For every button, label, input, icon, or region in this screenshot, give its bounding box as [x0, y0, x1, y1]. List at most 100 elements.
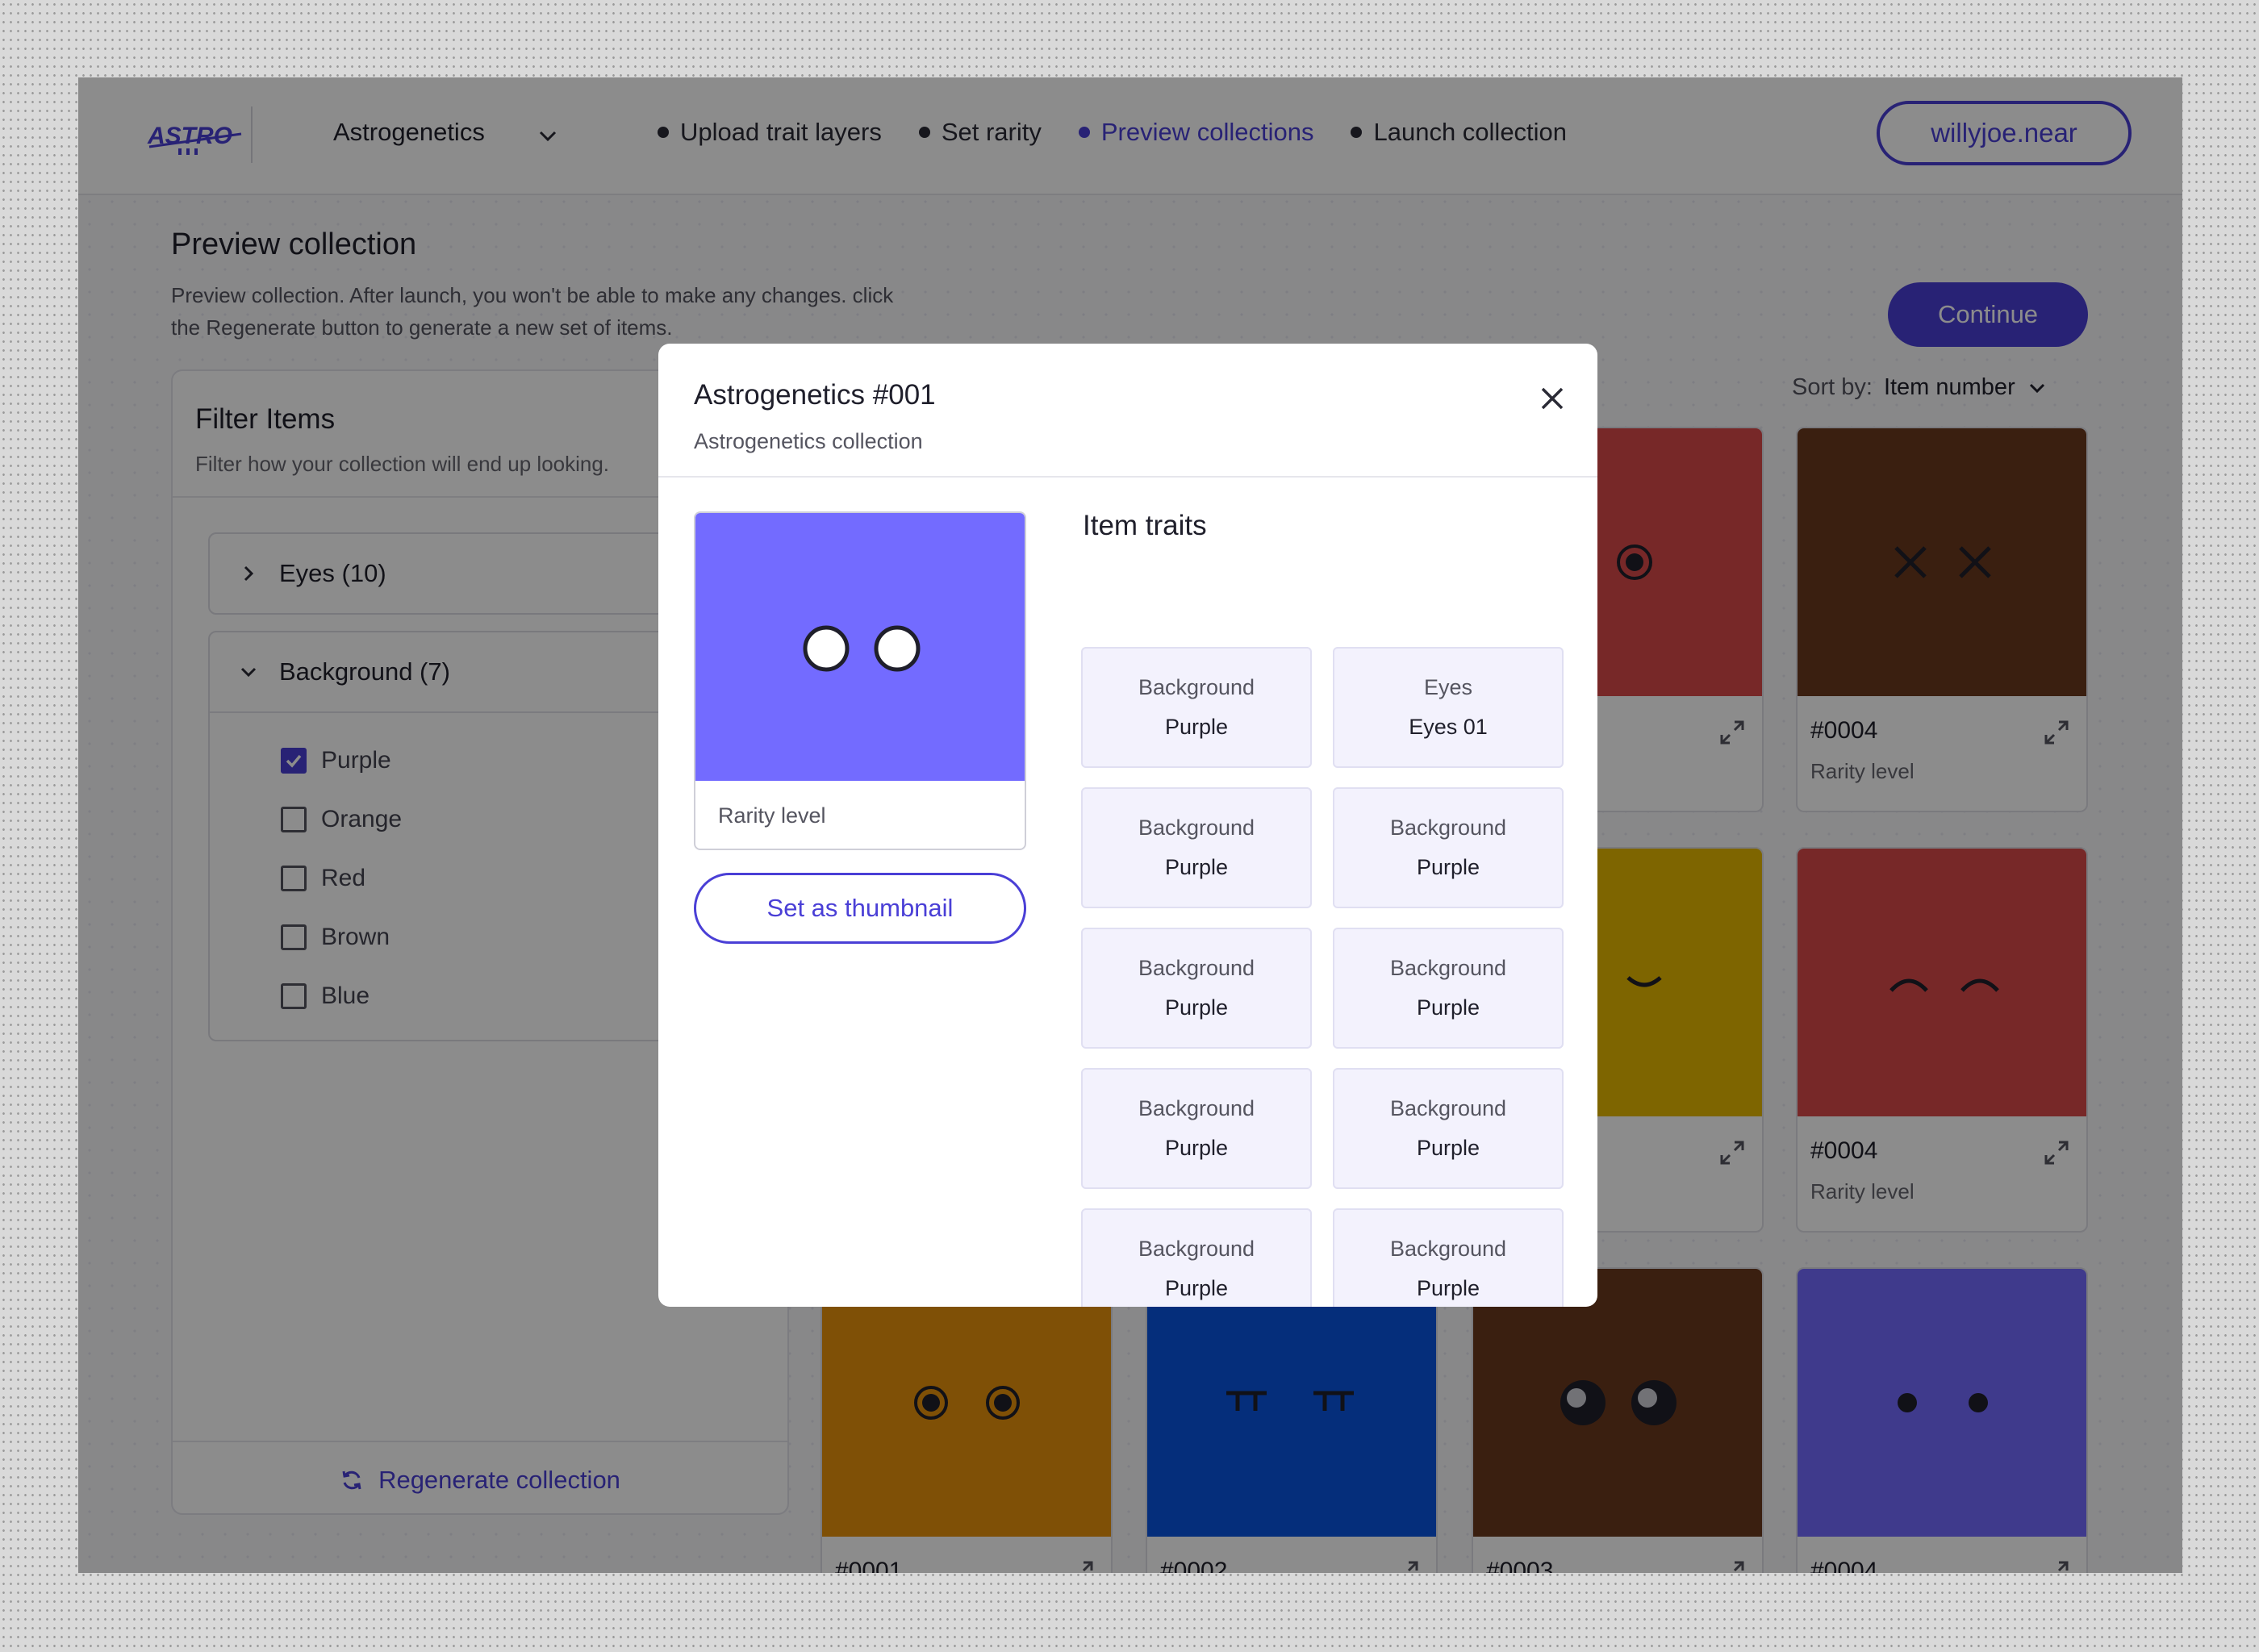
logo-divider: [251, 106, 253, 163]
filter-group-label: Eyes (10): [279, 559, 386, 587]
step-label: Preview collections: [1100, 118, 1314, 146]
item-id: #0001: [835, 1558, 903, 1573]
sort-label: Sort by:: [1792, 374, 1873, 400]
sort-dropdown[interactable]: Sort by: Item number: [1792, 374, 2048, 401]
filter-description: Filter how your collection will end up l…: [195, 452, 610, 476]
checkbox[interactable]: [281, 865, 307, 891]
item-traits-title: Item traits: [1083, 510, 1207, 541]
option-label: Purple: [321, 746, 391, 774]
trait-card: Background Purple: [1081, 787, 1312, 908]
chevron-down-icon: [240, 667, 257, 678]
checkbox-checked[interactable]: [281, 747, 307, 774]
item-image: [1798, 428, 2086, 696]
trait-key: Background: [1138, 816, 1255, 840]
chevron-right-icon: [244, 565, 254, 582]
collection-item-card[interactable]: #0004 Rarity level: [1796, 847, 2088, 1233]
item-id: #0002: [1160, 1558, 1228, 1573]
option-label: Blue: [321, 982, 370, 1009]
trait-value: Purple: [1416, 1136, 1480, 1160]
page-description: Preview collection. After launch, you wo…: [171, 283, 894, 340]
set-as-thumbnail-button[interactable]: Set as thumbnail: [694, 873, 1026, 944]
expand-icon[interactable]: [2043, 1139, 2070, 1166]
filter-option-orange[interactable]: Orange: [281, 790, 771, 849]
astro-logo[interactable]: ASTRO: [146, 118, 251, 158]
page-title: Preview collection: [171, 227, 417, 261]
expand-icon[interactable]: [2043, 1559, 2070, 1573]
step-set-rarity[interactable]: Set rarity: [918, 118, 1042, 147]
trait-card: Background Purple: [1081, 928, 1312, 1049]
item-rarity: Rarity level: [1810, 1179, 1915, 1204]
chevron-down-icon[interactable]: [537, 124, 559, 147]
filter-group-label: Background (7): [279, 657, 450, 686]
step-upload-trait-layers[interactable]: Upload trait layers: [658, 118, 882, 147]
item-image: [1473, 1269, 1762, 1537]
step-dot-icon: [658, 127, 669, 138]
trait-key: Background: [1389, 1096, 1507, 1120]
option-label: Red: [321, 864, 366, 891]
item-face: [1889, 978, 1999, 992]
modal-title: Astrogenetics #001: [694, 379, 936, 411]
trait-value: Purple: [1416, 1276, 1480, 1300]
check-icon: [286, 754, 302, 768]
filter-option-brown[interactable]: Brown: [281, 907, 771, 966]
trait-value: Purple: [1164, 855, 1229, 879]
filter-option-red[interactable]: Red: [281, 849, 771, 907]
item-id: #0004: [1810, 717, 1878, 744]
wallet-button[interactable]: willyjoe.near: [1877, 101, 2132, 165]
item-face: [914, 1386, 1020, 1420]
expand-icon[interactable]: [1718, 719, 1746, 746]
expand-icon[interactable]: [1718, 1139, 1746, 1166]
trait-card: Background Purple: [1333, 1208, 1564, 1307]
trait-card: Background Purple: [1333, 1068, 1564, 1189]
item-preview: Rarity level: [694, 511, 1026, 850]
trait-value: Purple: [1416, 995, 1480, 1020]
step-dot-icon: [1351, 127, 1363, 138]
trait-key: Background: [1138, 956, 1255, 980]
expand-icon[interactable]: [1393, 1559, 1420, 1573]
expand-icon[interactable]: [1067, 1559, 1095, 1573]
modal-subtitle: Astrogenetics collection: [694, 429, 923, 453]
trait-key: Background: [1138, 1096, 1255, 1120]
item-face: [1898, 1393, 1988, 1412]
regenerate-collection-button[interactable]: Regenerate collection: [173, 1441, 787, 1513]
checkbox[interactable]: [281, 982, 307, 1009]
item-id: #0003: [1486, 1558, 1554, 1573]
collection-item-card[interactable]: #0003: [1472, 1267, 1764, 1573]
collection-item-card[interactable]: #0001: [821, 1267, 1113, 1573]
expand-icon[interactable]: [2043, 719, 2070, 746]
filter-options: Purple Orange Red Brown Blue: [210, 711, 771, 1040]
collection-item-card[interactable]: #0004 Rarity level: [1796, 427, 2088, 812]
step-launch-collection[interactable]: Launch collection: [1351, 118, 1567, 147]
filter-group-header[interactable]: Background (7): [210, 632, 771, 711]
trait-card: Background Purple: [1333, 928, 1564, 1049]
continue-button[interactable]: Continue: [1888, 282, 2088, 347]
collection-item-card[interactable]: #0004: [1796, 1267, 2088, 1573]
item-detail-modal: Astrogenetics #001 Astrogenetics collect…: [658, 344, 1597, 1307]
trait-card: Eyes Eyes 01: [1333, 647, 1564, 768]
checkbox[interactable]: [281, 806, 307, 832]
top-navigation-bar: ASTRO Astrogenetics Upload trait layers …: [78, 77, 2182, 195]
collection-item-card[interactable]: #0002: [1146, 1267, 1438, 1573]
step-preview-collections[interactable]: Preview collections: [1078, 118, 1314, 147]
checkbox[interactable]: [281, 924, 307, 950]
item-face: [1560, 1380, 1677, 1425]
divider: [658, 476, 1597, 478]
item-image: [822, 1269, 1111, 1537]
step-label: Launch collection: [1373, 118, 1568, 146]
project-selector[interactable]: Astrogenetics: [333, 118, 485, 146]
option-label: Brown: [321, 923, 390, 950]
filter-title: Filter Items: [195, 403, 336, 435]
filter-group-header[interactable]: Eyes (10): [210, 534, 771, 613]
close-icon[interactable]: [1535, 381, 1570, 416]
filter-option-purple[interactable]: Purple: [281, 731, 771, 790]
option-label: Orange: [321, 805, 403, 832]
trait-value: Purple: [1416, 855, 1480, 879]
expand-icon[interactable]: [1718, 1559, 1746, 1573]
trait-key: Background: [1389, 1237, 1507, 1261]
refresh-icon: [342, 1471, 361, 1490]
item-face: [1226, 1391, 1354, 1411]
item-face: [1617, 544, 1652, 580]
item-face: [803, 625, 921, 672]
trait-value: Purple: [1164, 1136, 1229, 1160]
filter-option-blue[interactable]: Blue: [281, 966, 771, 1025]
